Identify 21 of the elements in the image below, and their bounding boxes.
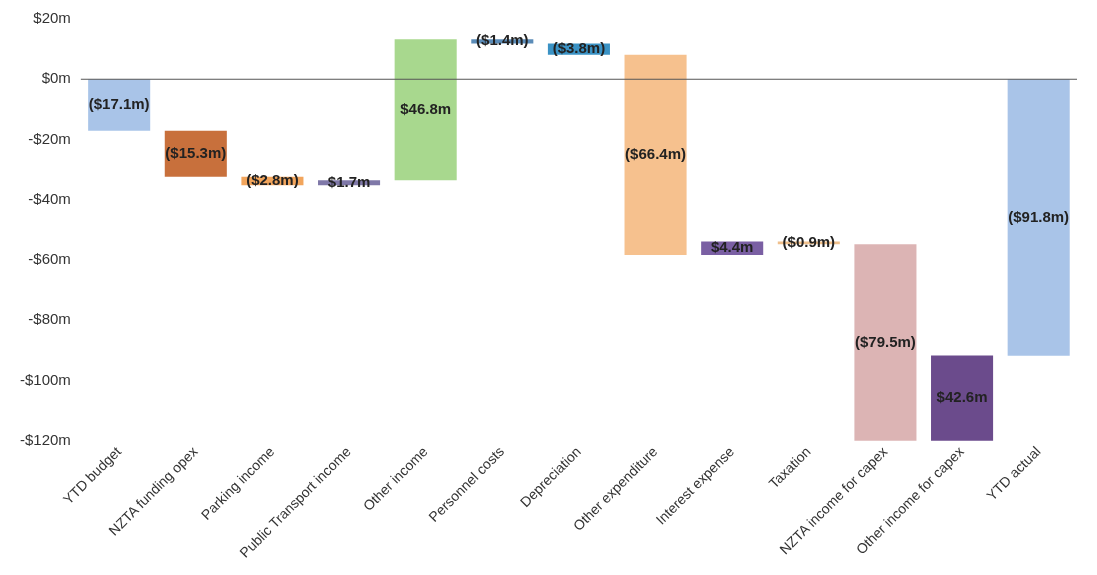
data-label: ($15.3m): [165, 143, 227, 161]
y-tick-label: -$20m: [28, 129, 71, 147]
data-label: $4.4m: [710, 238, 754, 256]
y-tick-label: -$120m: [20, 430, 71, 448]
data-label: ($66.4m): [625, 145, 686, 162]
bar: [624, 54, 687, 255]
y-tick-label: -$40m: [28, 189, 71, 207]
y-tick-label: -$100m: [20, 370, 71, 388]
data-label: $42.6m: [936, 388, 988, 406]
data-label: ($91.8m): [1008, 207, 1070, 225]
data-label: ($3.8m): [552, 39, 606, 57]
y-tick-label: $0m: [41, 69, 71, 87]
y-tick-label: -$60m: [28, 250, 71, 268]
data-label: ($0.9m): [782, 233, 836, 251]
data-label: ($79.5m): [855, 332, 916, 350]
data-label: $46.8m: [400, 99, 452, 117]
bar: [394, 39, 457, 181]
data-label: ($17.1m): [88, 95, 150, 113]
bar: [1007, 79, 1070, 356]
y-tick-label: $20m: [33, 9, 71, 27]
y-tick-label: -$80m: [28, 310, 71, 328]
